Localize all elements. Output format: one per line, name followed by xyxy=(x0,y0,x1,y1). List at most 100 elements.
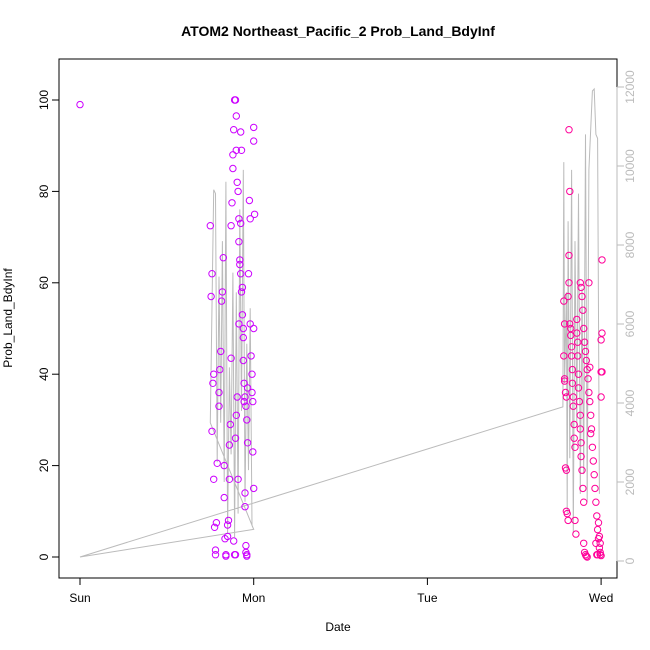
data-point-1-62 xyxy=(587,411,595,419)
y-tick-label-1: 20 xyxy=(37,459,51,473)
data-point-0-84 xyxy=(248,388,256,397)
data-point-1-82 xyxy=(597,393,605,401)
data-point-0-41 xyxy=(233,178,241,187)
data-point-0-55 xyxy=(243,439,252,447)
data-point-0-22 xyxy=(221,535,229,543)
data-point-1-42 xyxy=(578,466,586,474)
data-point-1-74 xyxy=(596,551,604,559)
data-point-0-80 xyxy=(246,215,254,223)
y2-tick-label-3: 6000 xyxy=(623,310,637,337)
data-point-1-58 xyxy=(583,365,591,374)
data-point-1-34 xyxy=(574,352,582,360)
data-point-0-72 xyxy=(241,503,249,511)
y-tick-label-2: 40 xyxy=(37,367,51,381)
data-point-0-51 xyxy=(240,379,248,387)
data-point-1-16 xyxy=(565,126,573,134)
data-point-1-50 xyxy=(576,279,584,287)
data-point-0-18 xyxy=(218,288,227,296)
data-point-0-45 xyxy=(236,256,244,264)
data-point-1-45 xyxy=(580,539,588,547)
x-tick-label-3: Wed xyxy=(589,591,613,605)
data-point-0-0 xyxy=(76,100,84,109)
data-point-1-80 xyxy=(595,532,604,541)
x-tick-label-1: Mon xyxy=(242,591,265,605)
data-point-1-26 xyxy=(570,420,578,429)
x-tick-label-2: Tue xyxy=(417,591,438,605)
data-point-0-81 xyxy=(246,320,254,328)
data-point-1-36 xyxy=(574,384,583,392)
data-point-1-57 xyxy=(582,356,590,365)
x-tick-label-0: Sun xyxy=(69,591,90,605)
data-point-1-38 xyxy=(576,411,584,419)
data-point-0-44 xyxy=(235,238,243,246)
data-point-1-70 xyxy=(593,525,602,534)
data-point-0-52 xyxy=(241,393,249,401)
data-point-0-59 xyxy=(231,434,240,442)
secondary-series-line xyxy=(79,87,600,558)
data-point-0-10 xyxy=(211,551,220,559)
y-axis-label: Prob_Land_BdyInf xyxy=(1,268,15,368)
data-point-1-8 xyxy=(561,464,570,472)
data-point-1-32 xyxy=(573,329,581,337)
data-point-1-88 xyxy=(585,279,593,287)
data-point-0-40 xyxy=(232,146,241,155)
data-point-1-14 xyxy=(565,251,573,260)
data-point-0-26 xyxy=(223,532,232,541)
data-point-1-3 xyxy=(560,375,569,383)
data-point-0-38 xyxy=(231,96,240,104)
data-point-0-60 xyxy=(232,411,241,419)
data-point-1-44 xyxy=(580,498,588,506)
data-point-1-63 xyxy=(587,425,596,433)
data-point-0-1 xyxy=(206,222,215,230)
data-point-1-31 xyxy=(573,315,581,324)
data-point-0-58 xyxy=(231,551,240,559)
data-point-1-11 xyxy=(564,516,572,525)
y2-tick-label-5: 10000 xyxy=(623,149,637,183)
data-point-0-34 xyxy=(229,164,237,173)
data-point-0-16 xyxy=(217,347,225,356)
data-point-1-39 xyxy=(576,425,584,433)
y2-axis: 0 2000 4000 6000 8000 10000 12000 xyxy=(616,70,637,564)
data-point-1-29 xyxy=(571,516,579,525)
data-point-1-13 xyxy=(565,279,573,287)
data-point-0-17 xyxy=(217,297,226,305)
data-point-1-17 xyxy=(566,320,574,328)
data-point-1-27 xyxy=(570,434,578,442)
data-point-0-36 xyxy=(230,126,238,134)
y-tick-label-0: 0 xyxy=(37,553,51,560)
data-point-1-49 xyxy=(583,553,591,561)
data-point-0-86 xyxy=(249,448,257,456)
data-point-0-15 xyxy=(216,365,224,374)
x-axis: Sun Mon Tue Wed xyxy=(69,577,613,605)
data-point-0-20 xyxy=(220,493,228,502)
data-point-0-87 xyxy=(250,484,258,493)
data-point-1-53 xyxy=(579,306,587,314)
data-point-1-40 xyxy=(577,439,585,447)
data-point-1-37 xyxy=(575,397,584,406)
data-point-1-28 xyxy=(571,443,579,451)
data-point-0-25 xyxy=(223,521,232,529)
data-point-0-42 xyxy=(234,187,242,196)
data-point-0-77 xyxy=(243,384,252,392)
data-point-0-68 xyxy=(238,283,247,292)
data-point-0-56 xyxy=(230,537,238,545)
data-point-1-52 xyxy=(578,292,586,301)
data-point-0-50 xyxy=(239,356,248,365)
y-axis: 0 20 40 60 80 100 xyxy=(37,90,60,560)
data-point-1-48 xyxy=(582,552,590,560)
data-point-0-47 xyxy=(237,288,246,296)
data-point-1-59 xyxy=(584,375,592,383)
data-point-0-8 xyxy=(210,523,219,531)
data-point-1-78 xyxy=(593,551,602,559)
data-point-1-2 xyxy=(560,352,568,360)
data-point-0-89 xyxy=(250,123,258,132)
data-point-0-90 xyxy=(250,137,258,145)
data-point-1-35 xyxy=(574,370,583,378)
data-point-1-55 xyxy=(580,338,589,346)
data-point-0-21 xyxy=(220,461,228,470)
data-point-1-75 xyxy=(597,551,605,560)
data-point-1-81 xyxy=(596,539,604,547)
data-point-1-90 xyxy=(587,429,595,438)
data-point-0-76 xyxy=(243,552,251,560)
data-point-1-25 xyxy=(569,402,577,410)
